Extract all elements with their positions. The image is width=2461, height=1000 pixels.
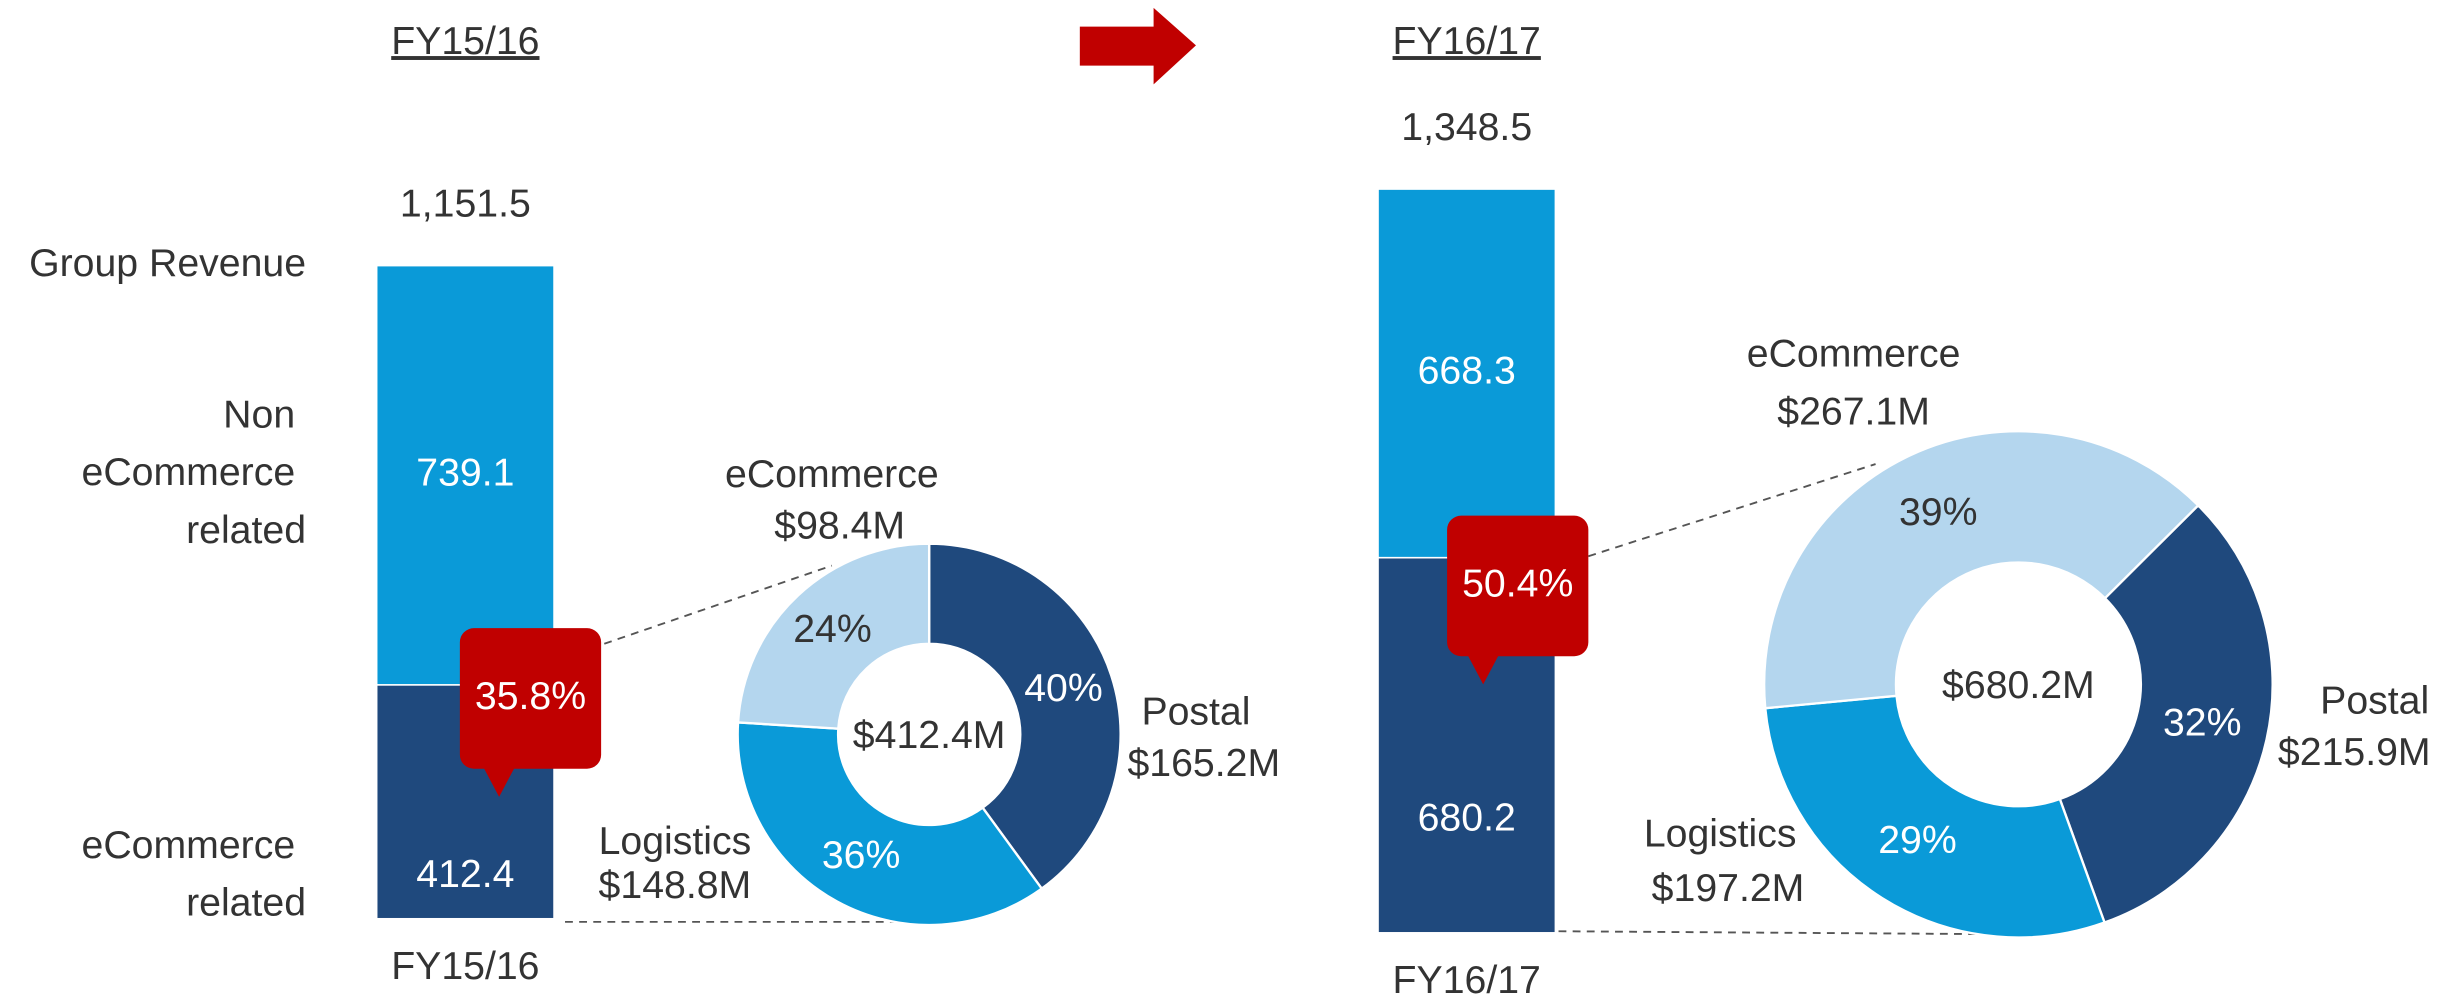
slice-percent: 36%: [822, 834, 901, 877]
total-label: 1,151.5: [400, 183, 531, 226]
panel-title: FY15/16: [391, 20, 539, 63]
callout-pointer: [483, 767, 515, 797]
donut-slice: [1763, 694, 2107, 939]
donut-center: $680.2M: [1942, 664, 2095, 707]
connector: [1558, 930, 2025, 936]
callout: [459, 628, 602, 769]
callout-label: 35.8%: [475, 675, 586, 718]
slice-percent: 29%: [1878, 819, 1957, 862]
slice-amount: $165.2M: [1127, 742, 1280, 785]
connector: [603, 564, 833, 645]
row-label: Group Revenue: [29, 242, 306, 285]
donut-center: $412.4M: [853, 714, 1006, 757]
slice-percent: 40%: [1024, 667, 1103, 710]
callout: [1447, 515, 1589, 657]
total-label: 1,348.5: [1401, 106, 1532, 149]
bar-value: 412.4: [416, 853, 514, 896]
bar-value: 739.1: [416, 452, 514, 495]
slice-name: eCommerce: [1747, 333, 1961, 376]
row-label: Non eCommerce related: [82, 394, 307, 553]
donut-slice: [736, 542, 931, 730]
donut-slice: [927, 542, 1122, 891]
bar-value: 668.3: [1418, 350, 1516, 393]
slice-percent: 24%: [793, 608, 872, 651]
row-label: eCommerce related: [82, 824, 307, 925]
donut-slice: [736, 721, 1044, 927]
slice-name: Logistics: [1644, 812, 1797, 855]
slice-percent: 39%: [1899, 491, 1978, 534]
category-label: FY15/16: [391, 945, 539, 988]
bar-value: 680.2: [1418, 797, 1516, 840]
slice-amount: $215.9M: [2278, 731, 2431, 774]
panel-title: FY16/17: [1393, 20, 1541, 63]
callout-label: 50.4%: [1462, 562, 1573, 605]
bar-segment: [375, 264, 555, 686]
slice-percent: 32%: [2163, 702, 2242, 745]
donut-slice: [2058, 503, 2274, 925]
callout-pointer: [1467, 654, 1499, 685]
slice-name: Postal: [1141, 690, 1250, 733]
slice-name: eCommerce: [725, 453, 939, 496]
slice-amount: $98.4M: [774, 505, 905, 548]
arrow: [1079, 7, 1196, 85]
slice-amount: $148.8M: [599, 864, 752, 907]
slice-amount: $267.1M: [1777, 390, 1930, 433]
slice-amount: $197.2M: [1652, 867, 1805, 910]
slice-name: Logistics: [599, 820, 752, 863]
bar-segment: [1377, 188, 1557, 559]
category-label: FY16/17: [1393, 959, 1541, 1000]
donut-slice: [1762, 430, 2200, 710]
slice-name: Postal: [2320, 680, 2429, 723]
